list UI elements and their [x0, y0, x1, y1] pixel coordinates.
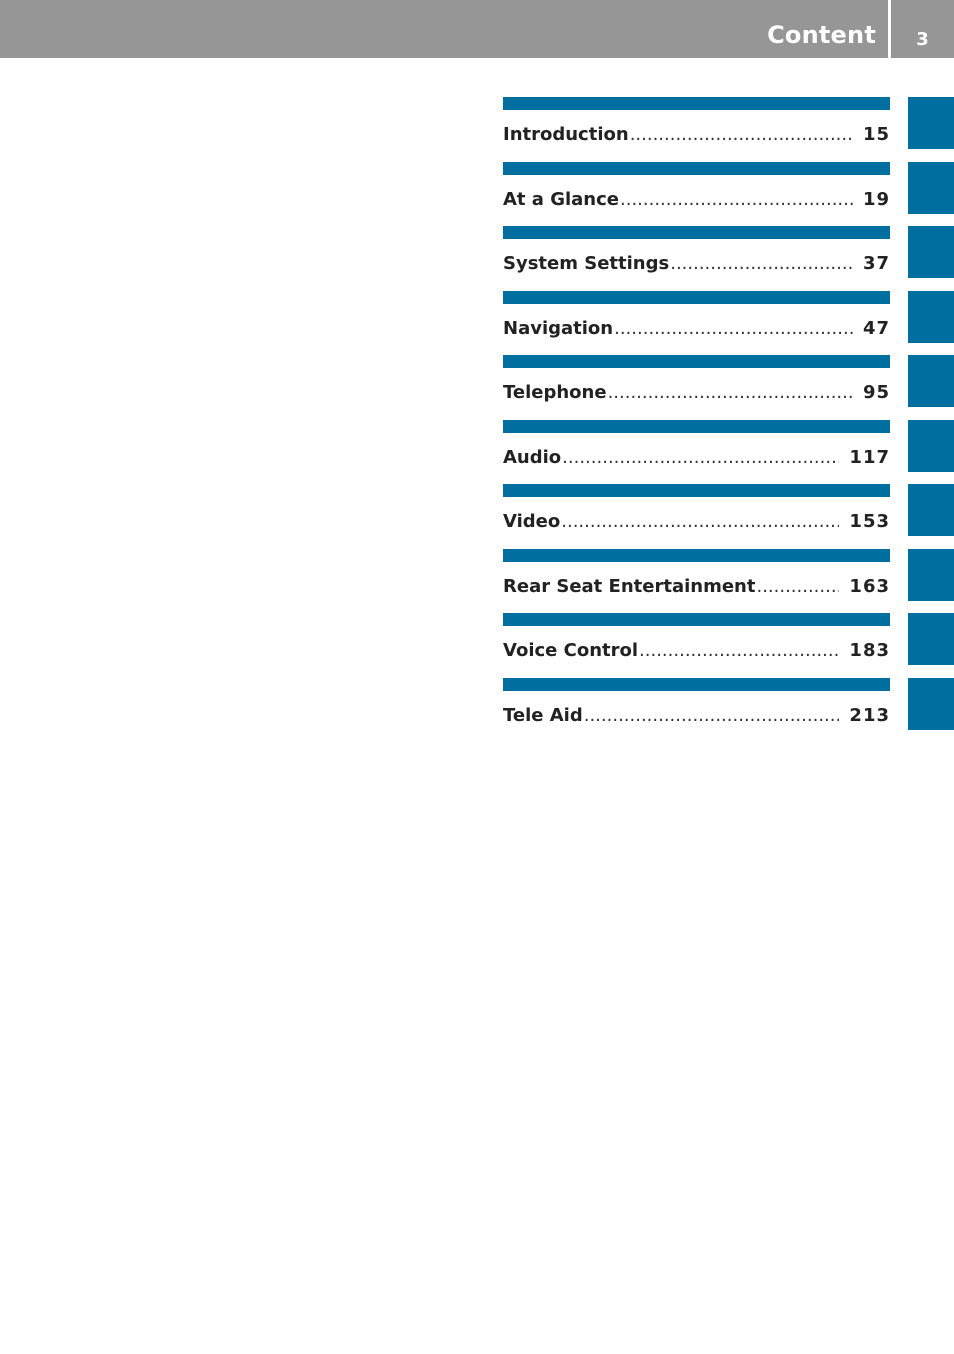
toc-label: Audio	[503, 446, 562, 468]
thumb-tab-navigation[interactable]	[908, 290, 954, 343]
toc-line: Audio ..................................…	[503, 447, 890, 471]
toc-label: System Settings	[503, 253, 670, 274]
toc-entry-rear-seat-entertainment[interactable]: Rear Seat Entertainment ................…	[503, 548, 890, 605]
toc-page-number: 117	[849, 446, 890, 468]
toc-page-number: 15	[862, 124, 890, 145]
toc-label: Navigation	[503, 317, 614, 339]
toc-label: Voice Control	[503, 640, 639, 661]
dot-leader: ........................................…	[614, 317, 853, 339]
dot-leader: ........................................…	[670, 253, 853, 274]
thumb-tab-tele-aid[interactable]	[908, 677, 954, 730]
thumb-tab-introduction[interactable]	[908, 97, 954, 149]
toc-line: Introduction ...........................…	[503, 124, 890, 148]
dot-leader: ........................................…	[629, 124, 853, 145]
header-divider	[888, 0, 891, 58]
page-title: Content	[767, 21, 876, 49]
toc-entry-navigation[interactable]: Navigation .............................…	[503, 290, 890, 347]
thumb-tab-audio[interactable]	[908, 419, 954, 472]
dot-leader: ........................................…	[639, 640, 840, 661]
toc-line: Navigation .............................…	[503, 318, 890, 342]
section-bar	[503, 290, 890, 304]
toc-line: At a Glance ............................…	[503, 189, 890, 213]
section-bar	[503, 548, 890, 562]
toc-line: System Settings ........................…	[503, 253, 890, 277]
toc-label: Tele Aid	[503, 704, 583, 726]
dot-leader: ........................................…	[562, 446, 839, 468]
toc-entry-system-settings[interactable]: System Settings ........................…	[503, 226, 890, 282]
thumb-tab-voice-control[interactable]	[908, 613, 954, 665]
toc-line: Tele Aid ...............................…	[503, 705, 890, 729]
toc-page-number: 47	[862, 317, 890, 339]
toc-label: Video	[503, 511, 561, 532]
toc-entry-telephone[interactable]: Telephone ..............................…	[503, 355, 890, 411]
toc-page-number: 163	[849, 575, 890, 597]
toc-entry-video[interactable]: Video ..................................…	[503, 484, 890, 540]
toc-line: Video ..................................…	[503, 511, 890, 535]
section-bar	[503, 355, 890, 368]
section-bar	[503, 161, 890, 175]
page-header: Content 3	[0, 0, 954, 58]
section-bar	[503, 97, 890, 110]
dot-leader: ........................................…	[561, 511, 839, 532]
toc-label: At a Glance	[503, 188, 619, 210]
section-bar	[503, 613, 890, 626]
thumb-tab-rear-seat-entertainment[interactable]	[908, 548, 954, 601]
toc-line: Voice Control ..........................…	[503, 640, 890, 664]
dot-leader: ........................................…	[583, 704, 840, 726]
toc-line: Telephone ..............................…	[503, 382, 890, 406]
toc-entry-at-a-glance[interactable]: At a Glance ............................…	[503, 161, 890, 218]
toc-page-number: 213	[849, 704, 890, 726]
toc-entry-voice-control[interactable]: Voice Control ..........................…	[503, 613, 890, 669]
toc-entry-introduction[interactable]: Introduction ...........................…	[503, 97, 890, 153]
section-bar	[503, 677, 890, 691]
thumb-tab-system-settings[interactable]	[908, 226, 954, 278]
toc-entry-audio[interactable]: Audio ..................................…	[503, 419, 890, 476]
toc-page-number: 95	[862, 382, 890, 403]
toc-label: Introduction	[503, 124, 629, 145]
toc-entry-tele-aid[interactable]: Tele Aid ...............................…	[503, 677, 890, 734]
dot-leader: ........................................…	[620, 188, 853, 210]
thumb-tab-telephone[interactable]	[908, 355, 954, 407]
toc-page-number: 153	[849, 511, 890, 532]
toc-label: Telephone	[503, 382, 607, 403]
toc-line: Rear Seat Entertainment ................…	[503, 576, 890, 600]
toc-label: Rear Seat Entertainment	[503, 575, 756, 597]
thumb-tab-at-a-glance[interactable]	[908, 161, 954, 214]
section-bar	[503, 226, 890, 239]
dot-leader: ........................................…	[607, 382, 853, 403]
dot-leader: ........................................…	[756, 575, 839, 597]
toc-page-number: 37	[862, 253, 890, 274]
thumb-tab-video[interactable]	[908, 484, 954, 536]
page-number: 3	[916, 29, 929, 50]
section-bar	[503, 484, 890, 497]
toc-page-number: 19	[862, 188, 890, 210]
toc-page-number: 183	[849, 640, 890, 661]
section-bar	[503, 419, 890, 433]
